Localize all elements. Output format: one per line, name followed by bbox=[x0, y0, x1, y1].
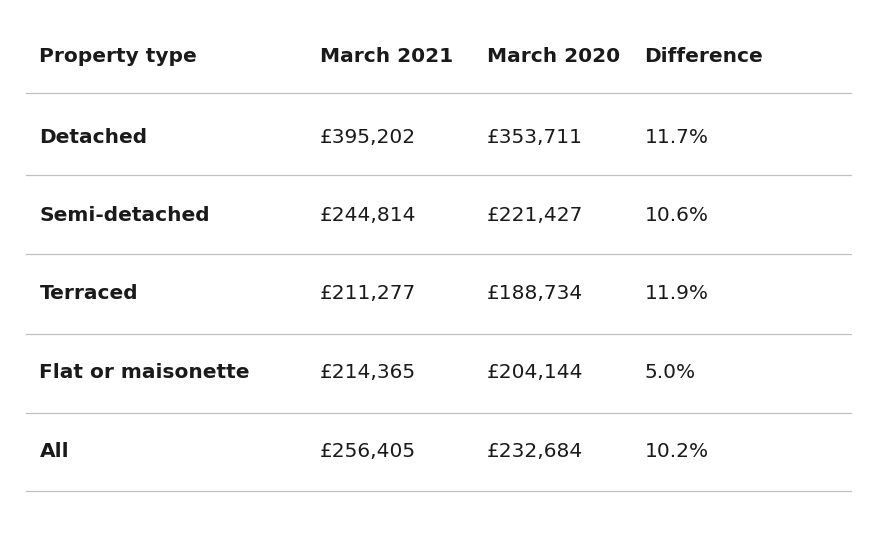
Text: Terraced: Terraced bbox=[39, 284, 138, 303]
Text: £244,814: £244,814 bbox=[320, 206, 417, 225]
Text: All: All bbox=[39, 442, 69, 462]
Text: Detached: Detached bbox=[39, 128, 147, 147]
Text: £188,734: £188,734 bbox=[487, 284, 583, 303]
Text: March 2020: March 2020 bbox=[487, 47, 620, 66]
Text: £214,365: £214,365 bbox=[320, 363, 417, 382]
Text: 11.9%: 11.9% bbox=[645, 284, 709, 303]
Text: £353,711: £353,711 bbox=[487, 128, 582, 147]
Text: March 2021: March 2021 bbox=[320, 47, 453, 66]
Text: £211,277: £211,277 bbox=[320, 284, 417, 303]
Text: 5.0%: 5.0% bbox=[645, 363, 695, 382]
Text: £204,144: £204,144 bbox=[487, 363, 583, 382]
Text: Semi-detached: Semi-detached bbox=[39, 206, 210, 225]
Text: 11.7%: 11.7% bbox=[645, 128, 709, 147]
Text: £395,202: £395,202 bbox=[320, 128, 417, 147]
Text: £232,684: £232,684 bbox=[487, 442, 583, 462]
Text: 10.2%: 10.2% bbox=[645, 442, 709, 462]
Text: £221,427: £221,427 bbox=[487, 206, 583, 225]
Text: £256,405: £256,405 bbox=[320, 442, 417, 462]
Text: Property type: Property type bbox=[39, 47, 197, 66]
Text: 10.6%: 10.6% bbox=[645, 206, 709, 225]
Text: Flat or maisonette: Flat or maisonette bbox=[39, 363, 250, 382]
Text: Difference: Difference bbox=[645, 47, 763, 66]
